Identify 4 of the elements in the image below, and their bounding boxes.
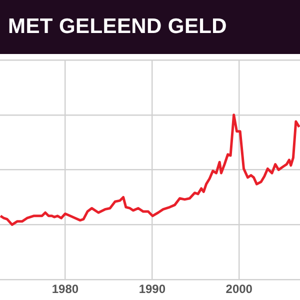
chart-title: MET GELEEND GELD	[0, 0, 300, 54]
x-tick-label: 1990	[138, 282, 166, 296]
x-tick-label: 2000	[226, 282, 253, 296]
x-tick-label: 1980	[52, 282, 79, 296]
